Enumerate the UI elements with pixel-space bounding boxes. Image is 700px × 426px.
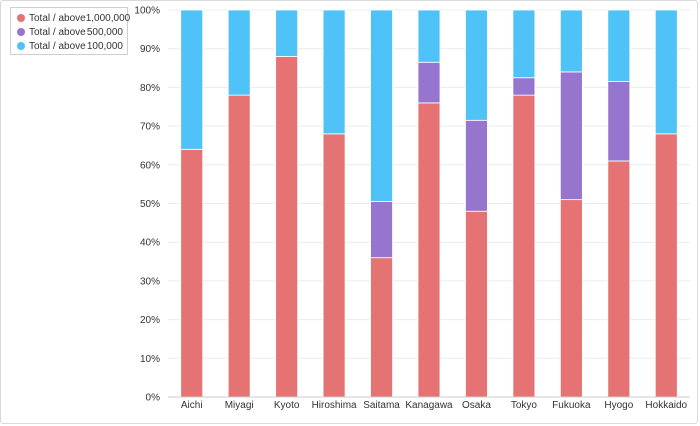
legend-label: Total / above [29, 12, 86, 24]
bar-segment[interactable] [417, 102, 441, 398]
bar-segment[interactable] [417, 9, 441, 63]
bar-segment[interactable] [559, 71, 583, 201]
x-tick-label: Miyagi [225, 400, 254, 411]
bar-segment[interactable] [227, 94, 251, 398]
x-tick-label: Hiroshima [312, 400, 357, 411]
bar-segment[interactable] [559, 9, 583, 73]
x-tick-label: Tokyo [511, 400, 538, 411]
legend: Total / above 1,000,000 Total / above 50… [10, 7, 130, 55]
legend-label: Total / above [29, 26, 86, 38]
bar-segment[interactable] [227, 9, 251, 96]
bar-segment[interactable] [322, 133, 346, 398]
x-tick-label: Kyoto [274, 400, 300, 411]
x-axis: Aichi Miyagi Kyoto Hiroshima Saitama Kanagawa… [168, 396, 690, 411]
x-tick-label: Kanagawa [405, 400, 453, 411]
bar-segment[interactable] [607, 160, 631, 398]
y-tick-label: 60% [140, 160, 160, 171]
y-axis: 0% 10% 20% 30% 40% 50% 60% 70% 80% 90% 100% [134, 6, 160, 404]
y-tick-label: 100% [134, 6, 160, 17]
legend-marker [17, 42, 25, 50]
bar-segment[interactable] [370, 257, 393, 398]
legend-threshold: 500,000 [86, 26, 123, 38]
bar-segment[interactable] [559, 199, 583, 398]
bar-segment[interactable] [512, 77, 536, 96]
legend-item[interactable]: Total / above 100,000 [17, 39, 127, 53]
bar-segment[interactable] [180, 148, 204, 398]
x-tick-label: Osaka [462, 400, 491, 411]
legend-marker [17, 28, 25, 36]
y-tick-label: 40% [140, 238, 160, 249]
bar-segment[interactable] [654, 9, 678, 135]
bar-segment[interactable] [370, 201, 393, 259]
x-tick-label: Fukuoka [552, 400, 591, 411]
bar-segment[interactable] [370, 9, 393, 202]
x-tick-label: Saitama [363, 400, 400, 411]
bars [180, 9, 678, 398]
bar-segment[interactable] [512, 94, 536, 398]
y-tick-label: 70% [140, 122, 160, 133]
bar-segment[interactable] [512, 9, 536, 79]
bar-segment[interactable] [654, 133, 678, 398]
bar-segment[interactable] [607, 9, 631, 82]
legend-marker [17, 14, 25, 22]
bar-segment[interactable] [275, 56, 299, 398]
y-tick-label: 30% [140, 276, 160, 287]
legend-item[interactable]: Total / above 1,000,000 [17, 11, 130, 25]
y-tick-label: 50% [140, 199, 160, 210]
y-tick-label: 10% [140, 354, 160, 365]
x-tick-label: Hyogo [604, 400, 633, 411]
legend-label: Total / above [29, 40, 86, 52]
legend-item[interactable]: Total / above 500,000 [17, 25, 127, 39]
bar-segment[interactable] [275, 9, 299, 57]
bar-segment[interactable] [465, 210, 488, 398]
x-tick-label: Hokkaido [645, 400, 687, 411]
bar-segment[interactable] [322, 9, 346, 135]
y-tick-label: 90% [140, 44, 160, 55]
legend-threshold: 100,000 [86, 40, 123, 52]
x-tick-label: Aichi [181, 400, 203, 411]
bar-segment[interactable] [465, 119, 488, 212]
bar-segment[interactable] [607, 81, 631, 162]
legend-threshold: 1,000,000 [85, 12, 131, 24]
bar-segment[interactable] [180, 9, 204, 150]
bar-segment[interactable] [465, 9, 488, 121]
y-tick-label: 20% [140, 315, 160, 326]
y-tick-label: 80% [140, 83, 160, 94]
bar-segment[interactable] [417, 61, 441, 104]
y-tick-label: 0% [146, 393, 161, 404]
